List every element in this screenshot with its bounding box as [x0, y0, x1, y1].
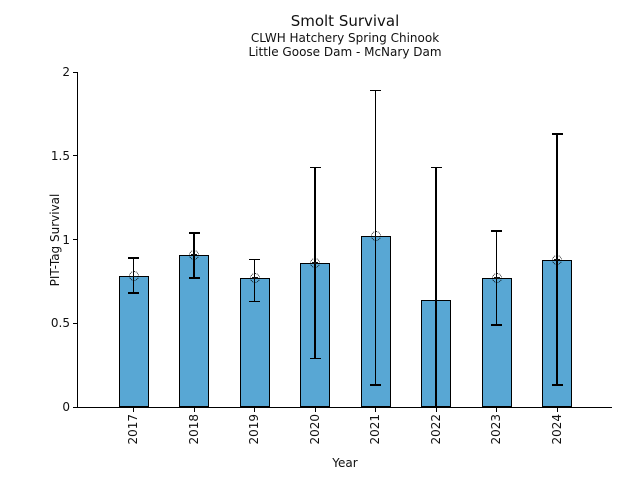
point-marker-2023 — [491, 273, 502, 284]
x-tick-label-2018: 2018 — [186, 414, 201, 445]
point-marker-2021 — [370, 231, 381, 242]
error-cap-bottom-2017 — [128, 292, 139, 294]
x-axis-spine — [78, 407, 612, 408]
y-tick — [73, 71, 77, 73]
x-tick — [556, 408, 558, 412]
error-cap-bottom-2022 — [430, 406, 442, 408]
error-cap-bottom-2019 — [249, 300, 260, 303]
point-marker-dash — [372, 235, 379, 237]
x-tick — [435, 408, 437, 412]
y-tick — [73, 406, 77, 408]
error-cap-bottom-2020 — [309, 357, 321, 360]
point-marker-2018 — [189, 249, 199, 260]
point-marker-dash — [191, 253, 197, 256]
point-marker-dash — [554, 259, 560, 261]
point-marker-2019 — [249, 273, 260, 284]
error-cap-top-2021 — [370, 89, 381, 92]
y-tick — [73, 322, 77, 324]
x-tick — [375, 408, 376, 412]
x-tick — [314, 408, 316, 412]
x-tick-label-2019: 2019 — [247, 414, 261, 445]
error-cap-top-2023 — [491, 230, 502, 232]
error-cap-bottom-2018 — [188, 277, 200, 279]
point-marker-2024 — [552, 254, 562, 265]
error-cap-bottom-2024 — [551, 384, 563, 386]
error-cap-bottom-2023 — [491, 324, 502, 326]
y-tick-label: 0 — [62, 400, 70, 414]
x-tick-label-2024: 2024 — [549, 414, 564, 445]
point-marker-2020 — [310, 257, 320, 268]
x-axis-label: Year — [332, 456, 358, 470]
x-tick-label-2022: 2022 — [428, 414, 443, 445]
x-tick-label-2017: 2017 — [126, 414, 140, 445]
error-cap-top-2017 — [128, 257, 139, 259]
x-tick — [193, 408, 195, 412]
y-tick-label: 1.5 — [50, 148, 70, 163]
x-tick-label-2020: 2020 — [307, 414, 322, 445]
point-marker-dash — [493, 277, 500, 279]
error-cap-top-2024 — [551, 133, 563, 135]
y-tick-label: 2 — [62, 65, 70, 79]
y-tick-label: 0.5 — [50, 316, 70, 331]
chart-subtitle-line1: CLWH Hatchery Spring Chinook — [250, 31, 440, 45]
error-bar-2022 — [435, 167, 437, 407]
bar-2017 — [118, 276, 149, 407]
chart-title: Smolt Survival — [290, 12, 400, 30]
y-tick-label: 1 — [62, 232, 70, 247]
y-tick — [73, 155, 77, 157]
error-cap-top-2018 — [188, 232, 200, 234]
bar-2018 — [179, 254, 209, 407]
chart-subtitle-line2: Little Goose Dam - McNary Dam — [248, 45, 442, 59]
title-block: Smolt Survival CLWH Hatchery Spring Chin… — [78, 12, 612, 59]
x-tick-label-2021: 2021 — [368, 414, 382, 445]
point-marker-dash — [251, 277, 258, 279]
y-axis-spine — [77, 72, 78, 408]
point-marker-dash — [312, 262, 318, 264]
x-tick — [254, 408, 255, 412]
x-tick — [133, 408, 134, 412]
error-cap-top-2019 — [249, 258, 260, 261]
point-marker-2017 — [128, 271, 139, 282]
error-cap-top-2022 — [430, 166, 442, 169]
error-cap-top-2020 — [309, 166, 321, 169]
x-tick-label-2023: 2023 — [489, 414, 503, 445]
x-tick — [496, 408, 497, 412]
y-tick — [73, 239, 77, 240]
point-marker-dash — [130, 275, 137, 277]
error-cap-bottom-2021 — [370, 384, 381, 386]
